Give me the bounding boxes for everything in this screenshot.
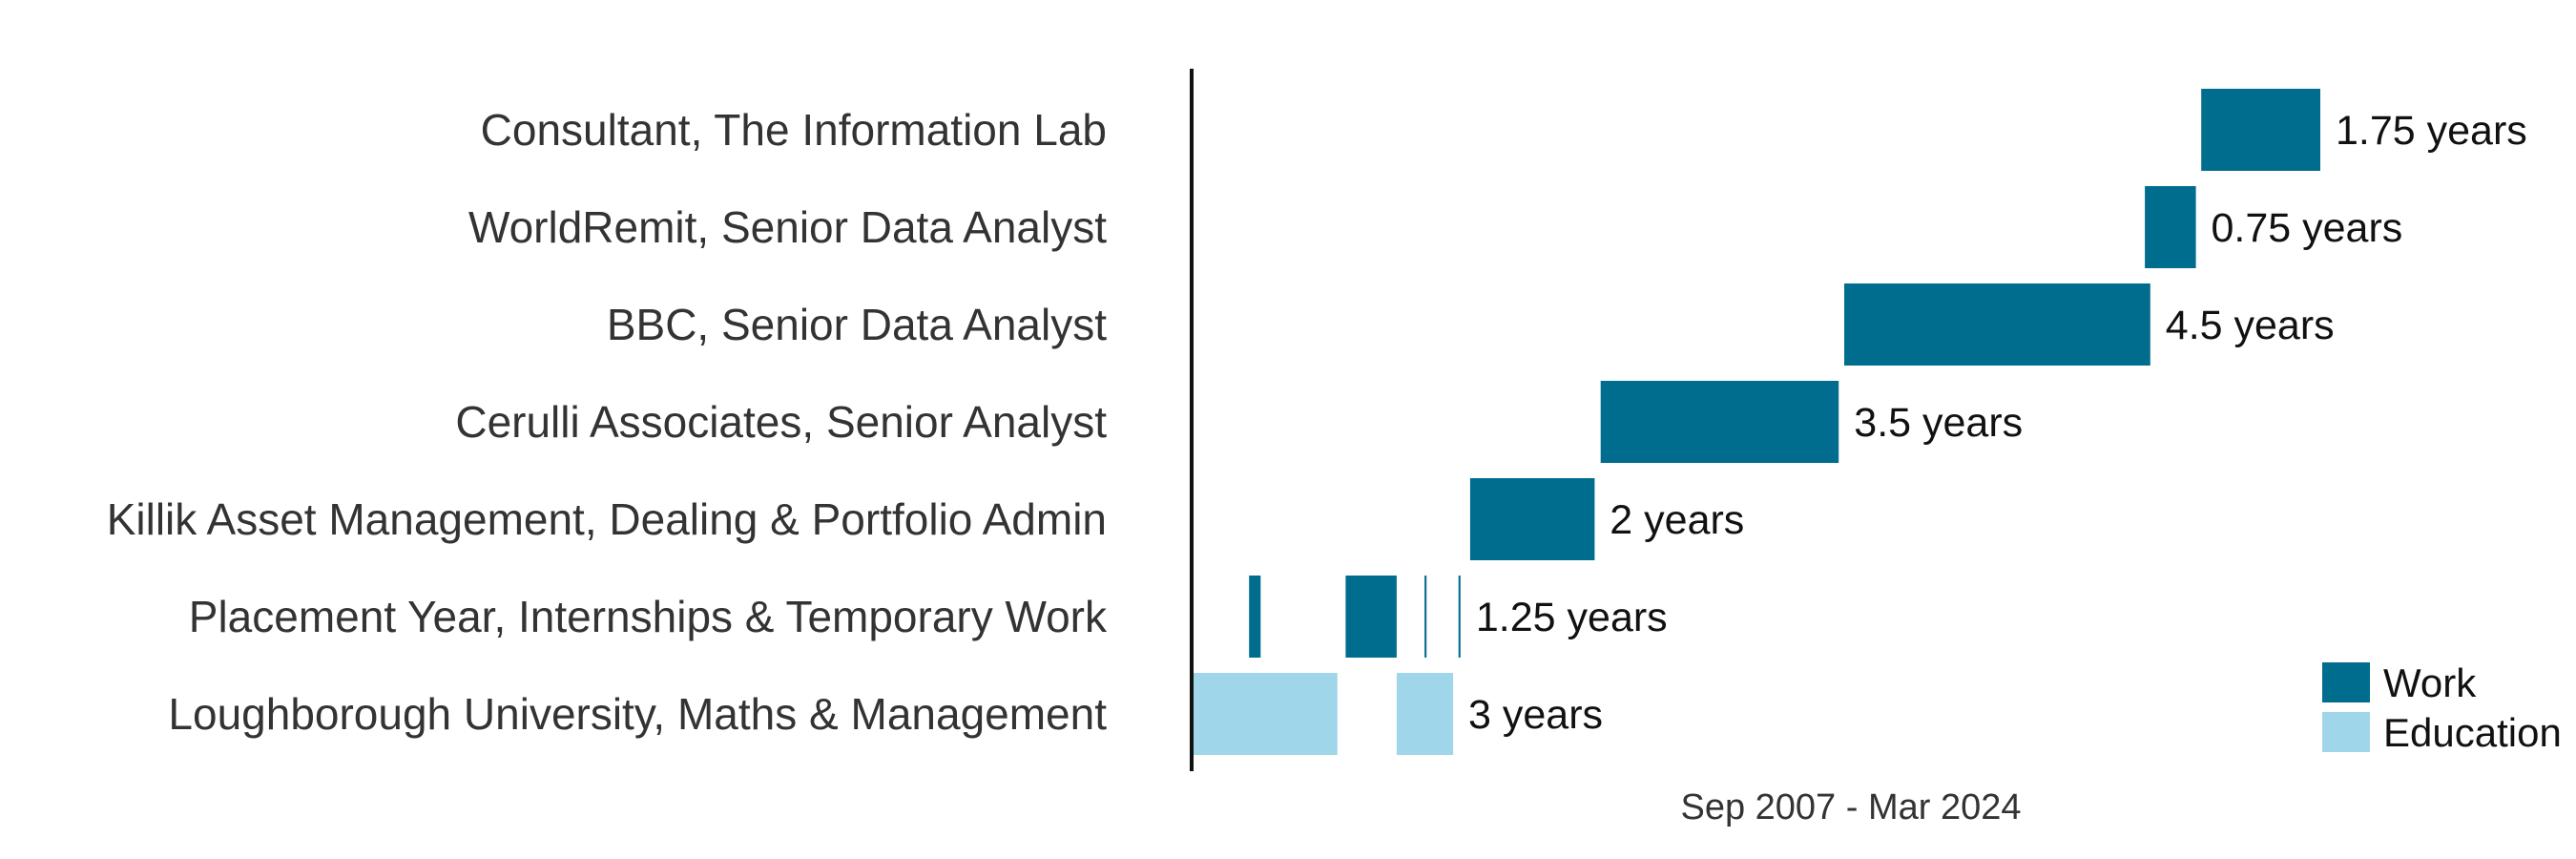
bars xyxy=(1193,89,2320,755)
bar-segment xyxy=(1193,673,1338,755)
duration-label: 3 years xyxy=(1468,692,1603,738)
bar-segment xyxy=(1345,576,1397,658)
bar-segment xyxy=(1458,576,1461,658)
duration-label: 0.75 years xyxy=(2212,205,2403,251)
legend-label: Education xyxy=(2383,710,2562,755)
bar-segment xyxy=(1600,381,1839,463)
legend-label: Work xyxy=(2383,660,2477,705)
x-axis-label: Sep 2007 - Mar 2024 xyxy=(1680,787,2021,828)
duration-labels: 1.75 years 0.75 years 4.5 years 3.5 years 2 … xyxy=(1468,108,2527,738)
duration-label: 1.25 years xyxy=(1476,595,1668,640)
category-label: Killik Asset Management, Dealing & Portf… xyxy=(107,494,1107,544)
category-label: BBC, Senior Data Analyst xyxy=(607,300,1107,349)
bar-segment xyxy=(1249,576,1261,658)
legend-swatch xyxy=(2322,712,2370,752)
duration-label: 4.5 years xyxy=(2166,303,2335,348)
bar-segment xyxy=(1844,283,2150,366)
bar-segment xyxy=(2201,89,2320,171)
category-label: Loughborough University, Maths & Managem… xyxy=(168,689,1107,739)
bar-segment xyxy=(1469,478,1595,560)
duration-label: 1.75 years xyxy=(2336,108,2527,154)
category-labels: Consultant, The Information Lab WorldRemi… xyxy=(107,105,1108,739)
bar-segment xyxy=(1396,673,1454,755)
bar-segment xyxy=(2145,186,2196,268)
bar-segment xyxy=(1424,576,1427,658)
category-label: Cerulli Associates, Senior Analyst xyxy=(455,397,1107,447)
legend-swatch xyxy=(2322,662,2370,702)
legend: Work Education xyxy=(2322,660,2562,755)
duration-label: 2 years xyxy=(1610,497,1744,543)
category-label: WorldRemit, Senior Data Analyst xyxy=(468,202,1107,252)
category-label: Placement Year, Internships & Temporary … xyxy=(189,592,1108,641)
duration-label: 3.5 years xyxy=(1854,400,2023,446)
category-label: Consultant, The Information Lab xyxy=(481,105,1107,155)
